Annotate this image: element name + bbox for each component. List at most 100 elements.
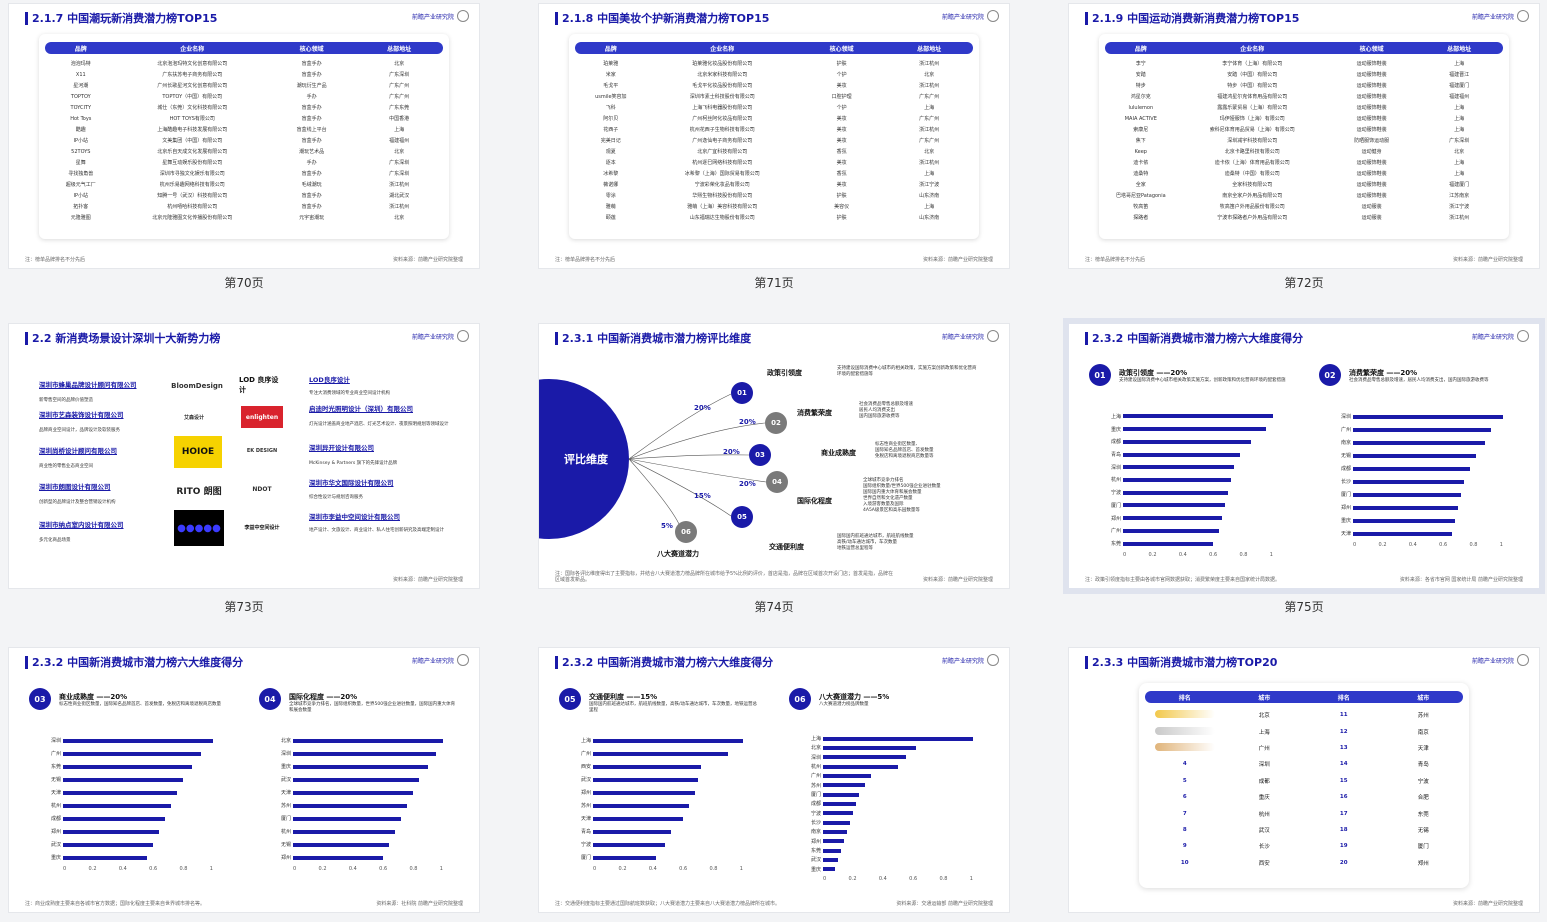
bar-label: 广州 xyxy=(1340,427,1351,433)
company-desc: 专注大消费领域的专业商业空间设计机构 xyxy=(309,391,390,396)
bar-row: 杭州 xyxy=(1107,474,1287,487)
slide-77[interactable]: 2.3.2 中国新消费城市潜力榜六大维度得分 前瞻产业研究院 注：交通便利度指标… xyxy=(539,648,1009,912)
table-row: 李宁 李宁体育（上海）有限公司 运动服饰鞋装 上海 xyxy=(1135,61,1465,67)
dimension-node-01: 01 xyxy=(731,382,753,404)
table-row: 全家 全家科技有限公司 运动服饰鞋装 福建厦门 xyxy=(1135,182,1470,188)
table-row: 飞科 上海飞科电器股份有限公司 个护 上海 xyxy=(605,105,935,111)
bar-row: 广州 xyxy=(577,747,757,760)
bar xyxy=(1123,528,1219,533)
table-header: 品牌 企业名称 核心领域 总部地址 xyxy=(575,42,973,54)
note: 注：榜单品牌排名不分先后 xyxy=(25,257,86,263)
dimension-node-03: 03 xyxy=(749,444,771,466)
bar xyxy=(593,777,698,782)
bar-label: 东莞 xyxy=(1110,541,1121,548)
bar-row: 宁波 xyxy=(807,809,987,818)
source: 资料来源：前瞻产业研究院整理 xyxy=(392,257,463,263)
slide-78[interactable]: 2.3.3 中国新消费城市潜力榜TOP20 前瞻产业研究院 排名 城市 排名 城市 北… xyxy=(1069,648,1539,912)
tick-label: 0 xyxy=(293,866,297,872)
page-caption-70: 第70页 xyxy=(224,276,264,290)
bar-label: 上海 xyxy=(580,738,591,744)
bar-row: 天津 xyxy=(47,786,227,799)
bar-row: 武汉 xyxy=(807,855,987,864)
bar xyxy=(593,803,689,808)
company-desc: 综合性设计与规划咨询服务 xyxy=(309,495,363,500)
bar-row: 长沙 xyxy=(1337,475,1517,488)
slide-70[interactable]: 2.1.7 中国潮玩新消费潜力榜TOP15 前瞻产业研究院 ? 品牌企业名称核心… xyxy=(9,4,479,268)
bar-row: 深圳 xyxy=(807,753,987,762)
bar-label: 青岛 xyxy=(580,829,591,835)
bar-label: 南京 xyxy=(810,829,821,836)
bar xyxy=(293,764,428,769)
slide-title: 2.3.2 中国新消费城市潜力榜六大维度得分 xyxy=(555,656,773,669)
bar-row: 重庆 xyxy=(807,865,987,874)
tick-label: 0.4 xyxy=(878,876,887,882)
bar-label: 厦门 xyxy=(580,855,591,861)
company-desc: McKinsey & Partners 旗下的先锋设计品牌 xyxy=(309,461,398,466)
ndot-black-logo: ●●●●● xyxy=(174,510,224,546)
table-row: lululemon 露露乐蒙贸易（上海）有限公司 运动服饰鞋装 上海 xyxy=(1128,104,1465,112)
hoioe-logo: HOIOE xyxy=(174,436,222,468)
bar xyxy=(823,745,916,750)
table-row: 8 武汉 18 无锡 xyxy=(1182,826,1429,834)
tick-label: 1 xyxy=(969,876,973,882)
dimension-desc: 八大赛道潜力榜品牌数量 xyxy=(819,702,869,707)
bar xyxy=(1123,503,1225,508)
bar-label: 青岛 xyxy=(1110,452,1121,459)
note: 注：国际各评比维度得出了主要指标，并结合八大赛道潜力榜品牌所在城市给予5%比例的… xyxy=(555,571,893,583)
bar xyxy=(593,738,743,743)
tick-label: 0.2 xyxy=(88,866,97,872)
dimension-desc: 标志性商业街区数量、 国际知名品牌首店、首发数量 免税店和离境退税商店数量等 xyxy=(875,442,934,459)
bar-label: 郑州 xyxy=(1110,515,1121,522)
company-desc: 新零售空间的品牌价值塑造 xyxy=(39,398,93,403)
bar-row: 杭州 xyxy=(47,799,227,812)
dimension-title: 商业成熟度 ——20% xyxy=(59,693,128,701)
seal-icon xyxy=(457,10,469,22)
bar-label: 宁波 xyxy=(580,842,591,848)
bar xyxy=(593,855,656,860)
slide-73[interactable]: 2.2 新消费场景设计深圳十大新势力榜 前瞻产业研究院 深圳市蜂巢品牌设计顾问有… xyxy=(9,324,479,588)
slide-71[interactable]: 2.1.8 中国美妆个护新消费潜力榜TOP15 前瞻产业研究院 ♁ 品牌企业名称… xyxy=(539,4,1009,268)
slide-76[interactable]: 2.3.2 中国新消费城市潜力榜六大维度得分 前瞻产业研究院 注：商业成熟度主要… xyxy=(9,648,479,912)
bar xyxy=(593,842,665,847)
slide-75[interactable]: 2.3.2 中国新消费城市潜力榜六大维度得分 前瞻产业研究院 注：政策引领度指标… xyxy=(1069,324,1539,588)
slide-72[interactable]: 2.1.9 中国运动消费新消费潜力榜TOP15 前瞻产业研究院 ☈ 品牌企业名称… xyxy=(1069,4,1539,268)
bar-row: 厦门 xyxy=(1337,488,1517,501)
table-row: 安踏 安踏（中国）有限公司 运动服饰鞋装 福建晋江 xyxy=(1135,72,1470,78)
bar xyxy=(1123,477,1231,482)
bar-label: 苏州 xyxy=(580,803,591,809)
bar xyxy=(823,755,906,760)
slide-74[interactable]: 2.3.1 中国新消费城市潜力榜评比维度 前瞻产业研究院 评比维度 01 02 … xyxy=(539,324,1009,588)
tick-label: 1 xyxy=(1269,552,1273,558)
bar xyxy=(1123,427,1266,432)
bar xyxy=(63,816,165,821)
tick-label: 0.4 xyxy=(348,866,357,872)
source: 资料来源：交通运输部 前瞻产业研究院整理 xyxy=(896,901,993,907)
tick-label: 0.6 xyxy=(1209,552,1218,558)
bar xyxy=(593,751,728,756)
slide-title: 2.1.8 中国美妆个护新消费潜力榜TOP15 xyxy=(555,12,769,25)
bar-row: 长沙 xyxy=(807,818,987,827)
bar xyxy=(63,829,159,834)
bar-row: 南京 xyxy=(1337,436,1517,449)
table-row: 逐本 杭州逐巳网络科技有限公司 美妆 浙江杭州 xyxy=(605,160,940,166)
bar-label: 宁波 xyxy=(1110,490,1121,497)
dimension-badge: 03 xyxy=(29,688,51,710)
bar-row: 郑州 xyxy=(1337,501,1517,514)
bar xyxy=(593,790,695,795)
bar xyxy=(1123,414,1273,419)
weight-pct: 20% xyxy=(739,418,756,426)
bar-label: 天津 xyxy=(580,816,591,822)
table-header: 排名 城市 排名 城市 xyxy=(1145,691,1463,703)
company-name: 深圳尚桥设计顾问有限公司 xyxy=(39,447,117,455)
tick-label: 0.2 xyxy=(1148,552,1157,558)
page-caption-74: 第74页 xyxy=(754,600,794,614)
bar-row: 深圳 xyxy=(47,734,227,747)
table-row: 超级元气工厂 杭州乐易趣网络科技有限公司 毛绒潮玩 浙江杭州 xyxy=(65,182,410,188)
company-name: 启迪时光照明设计（深圳）有限公司 xyxy=(309,405,413,413)
table-row: 迪卡侬 迪卡侬（上海）体育用品有限公司 运动服饰鞋装 上海 xyxy=(1133,160,1465,166)
bar-row: 重庆 xyxy=(47,851,227,864)
company-desc: 商业性的零售业态商业空间 xyxy=(39,464,93,469)
yisen-logo: 艾森设计 xyxy=(183,414,204,421)
bar xyxy=(63,790,177,795)
company-name: 深圳市朗图设计有限公司 xyxy=(39,483,111,491)
